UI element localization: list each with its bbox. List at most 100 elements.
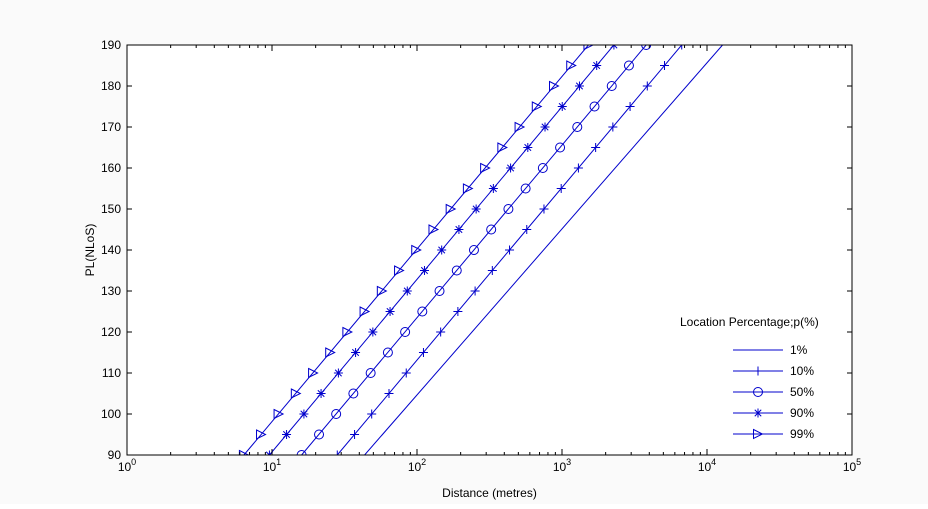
circle-marker xyxy=(434,286,445,296)
circle-marker xyxy=(753,387,763,397)
plus-marker xyxy=(350,430,360,439)
circle-marker xyxy=(348,388,359,399)
y-tick-label: 150 xyxy=(101,202,121,216)
triangle-marker xyxy=(566,60,577,71)
asterisk-marker xyxy=(574,81,584,91)
x-tick-label: 101 xyxy=(263,457,281,474)
plus-marker xyxy=(332,450,342,455)
circle-marker xyxy=(606,81,617,91)
circle-marker xyxy=(486,224,497,235)
plus-marker xyxy=(401,368,411,378)
triangle-marker xyxy=(411,244,422,256)
triangle-marker xyxy=(583,45,595,51)
asterisk-marker xyxy=(488,184,498,193)
plus-marker xyxy=(753,366,763,376)
legend-title: Location Percentage;p(%) xyxy=(680,315,819,329)
plus-marker xyxy=(418,348,428,357)
circle-marker xyxy=(520,183,531,194)
triangle-marker xyxy=(342,326,353,338)
asterisk-marker xyxy=(316,389,326,398)
y-tick-label: 90 xyxy=(108,448,122,462)
legend-label: 1% xyxy=(790,343,808,357)
x-axis-label: Distance (metres) xyxy=(442,486,537,500)
asterisk-marker xyxy=(454,225,464,234)
plus-marker xyxy=(677,45,687,50)
asterisk-marker xyxy=(753,408,763,418)
triangle-marker xyxy=(325,347,336,358)
triangle-marker xyxy=(256,429,267,440)
asterisk-marker xyxy=(523,143,533,152)
plus-marker xyxy=(505,245,515,255)
x-tick-label: 102 xyxy=(408,457,426,474)
circle-marker xyxy=(641,45,652,50)
triangle-marker xyxy=(445,203,457,215)
circle-marker xyxy=(331,409,342,419)
y-tick-label: 110 xyxy=(102,366,121,380)
plus-marker xyxy=(539,204,549,214)
x-tick-label: 100 xyxy=(118,457,136,474)
plus-marker xyxy=(556,184,566,193)
x-tick-label: 103 xyxy=(553,457,571,474)
legend: Location Percentage;p(%) 1% 10% 50% 90% 99% xyxy=(680,315,820,444)
triangle-marker xyxy=(290,388,302,399)
circle-marker xyxy=(572,122,583,132)
legend-label: 90% xyxy=(790,406,814,420)
series-line xyxy=(336,45,683,455)
asterisk-marker xyxy=(471,204,481,214)
series-layer xyxy=(238,45,723,455)
plus-marker xyxy=(608,122,618,132)
plus-marker xyxy=(625,102,635,111)
triangle-marker xyxy=(514,121,526,133)
plus-marker xyxy=(522,225,532,234)
y-tick-label: 180 xyxy=(101,79,121,93)
asterisk-marker xyxy=(506,163,516,173)
triangle-marker xyxy=(462,183,474,194)
circle-marker xyxy=(365,368,376,378)
plus-marker xyxy=(642,81,652,91)
asterisk-marker xyxy=(402,286,412,296)
triangle-marker xyxy=(531,101,543,112)
y-tick-label: 120 xyxy=(101,325,121,339)
y-tick-label: 190 xyxy=(101,38,121,52)
series-3 xyxy=(264,45,619,455)
triangle-marker xyxy=(428,224,440,235)
asterisk-marker xyxy=(333,368,343,378)
circle-marker xyxy=(503,204,514,214)
legend-label: 99% xyxy=(790,427,814,441)
asterisk-marker xyxy=(351,348,361,357)
circle-marker xyxy=(382,347,393,358)
plus-marker xyxy=(591,143,601,152)
series-line xyxy=(269,45,615,455)
asterisk-marker xyxy=(299,409,309,419)
series-line xyxy=(243,45,590,455)
circle-marker xyxy=(468,245,479,255)
series-line xyxy=(364,45,723,455)
asterisk-marker xyxy=(557,102,567,111)
legend-label: 10% xyxy=(790,364,814,378)
plus-marker xyxy=(660,61,670,70)
y-tick-label: 170 xyxy=(101,120,121,134)
circle-marker xyxy=(451,265,462,276)
plus-marker xyxy=(487,266,497,275)
circle-marker xyxy=(400,327,411,337)
triangle-marker xyxy=(359,306,371,317)
asterisk-marker xyxy=(385,307,395,316)
triangle-marker xyxy=(394,265,405,276)
plus-marker xyxy=(436,327,446,337)
circle-marker xyxy=(623,60,634,71)
legend-box xyxy=(727,336,820,444)
triangle-marker xyxy=(549,80,560,92)
series-2 xyxy=(296,45,652,455)
asterisk-marker xyxy=(592,61,602,70)
triangle-marker xyxy=(480,162,491,174)
triangle-marker xyxy=(238,449,250,455)
circle-marker xyxy=(537,163,548,173)
plus-marker xyxy=(384,389,394,398)
series-0 xyxy=(364,45,723,455)
y-axis-label: PL(NLoS) xyxy=(83,224,97,277)
asterisk-marker xyxy=(368,327,378,337)
circle-marker xyxy=(314,429,325,440)
